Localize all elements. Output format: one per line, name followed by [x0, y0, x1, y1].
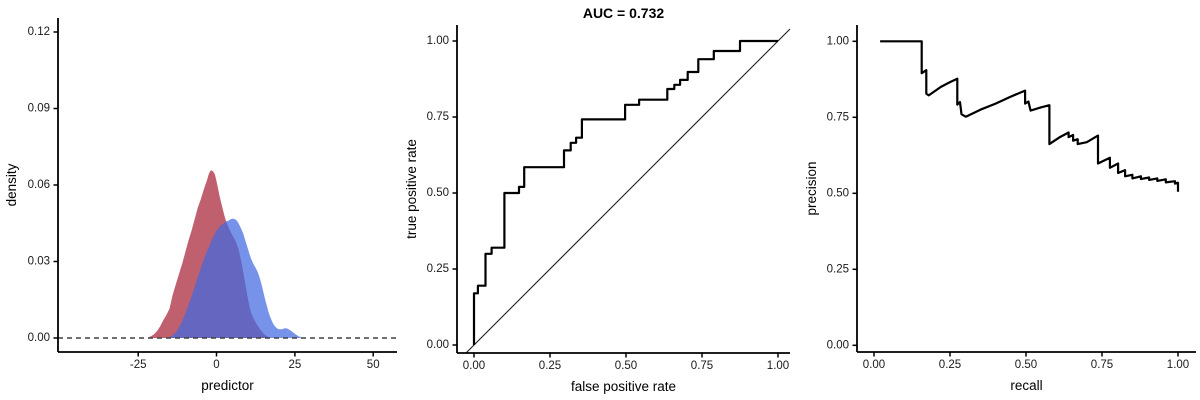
y-axis-title: density [4, 163, 19, 206]
x-tick-label: 0.25 [539, 360, 561, 372]
y-tick-label: 0.00 [28, 332, 50, 344]
x-tick-label: 0.50 [1015, 359, 1037, 371]
y-tick-label: 0.09 [28, 103, 50, 115]
y-tick-label: 0.00 [427, 339, 449, 351]
y-tick-label: 0.75 [427, 111, 449, 123]
y-tick-label: 0.00 [827, 339, 849, 351]
roc-curve-plot: 0.00 0.25 0.50 0.75 1.00 0.00 0.25 0.50 0.75 1.00… [404, 5, 791, 394]
x-tick-label: 0.00 [863, 359, 885, 371]
x-tick-label: 0.50 [615, 360, 637, 372]
y-tick-label: 0.03 [28, 256, 50, 268]
y-tick-label: 0.25 [427, 263, 449, 275]
roc-panel: 0.00 0.25 0.50 0.75 1.00 0.00 0.25 0.50 0.75 1.00… [400, 0, 800, 400]
y-tick-label: 0.50 [427, 187, 449, 199]
x-tick-label: 0.00 [463, 360, 485, 372]
y-axis-title: precision [804, 161, 819, 215]
y-axis-title: true positive rate [404, 139, 419, 239]
x-tick-label: 0 [213, 359, 219, 371]
x-tick-label: 0.25 [939, 359, 961, 371]
y-tick-label: 0.50 [827, 187, 849, 199]
x-tick-label: 1.00 [1167, 359, 1189, 371]
x-tick-label: -25 [130, 359, 147, 371]
y-tick-label: 0.25 [827, 263, 849, 275]
x-tick-label: 50 [367, 359, 380, 371]
x-tick-label: 25 [289, 359, 302, 371]
negative-class-density-area [168, 218, 306, 338]
x-axis-title: predictor [201, 378, 254, 393]
density-panel: -25 0 25 50 0.00 0.03 0.06 0.09 0.12 predictor den… [0, 0, 400, 400]
y-tick-label: 1.00 [427, 35, 449, 47]
chart-title: AUC = 0.732 [583, 5, 665, 21]
y-tick-label: 0.06 [28, 179, 50, 191]
x-axis-title: false positive rate [571, 379, 676, 394]
y-tick-label: 0.12 [28, 26, 50, 38]
chance-diagonal-line [465, 28, 791, 354]
x-tick-label: 0.75 [691, 360, 713, 372]
x-tick-label: 1.00 [767, 360, 789, 372]
roc-curve [472, 39, 778, 345]
x-tick-label: 0.75 [1091, 359, 1113, 371]
y-tick-label: 0.75 [827, 111, 849, 123]
pr-panel: 0.00 0.25 0.50 0.75 1.00 0.00 0.25 0.50 0.75 1.00… [800, 0, 1200, 400]
precision-recall-curve [880, 40, 1180, 192]
density-plot: -25 0 25 50 0.00 0.03 0.06 0.09 0.12 predictor den… [4, 18, 397, 393]
y-tick-label: 1.00 [827, 35, 849, 47]
x-axis-title: recall [1010, 378, 1042, 393]
precision-recall-plot: 0.00 0.25 0.50 0.75 1.00 0.00 0.25 0.50 0.75 1.00… [804, 25, 1196, 393]
